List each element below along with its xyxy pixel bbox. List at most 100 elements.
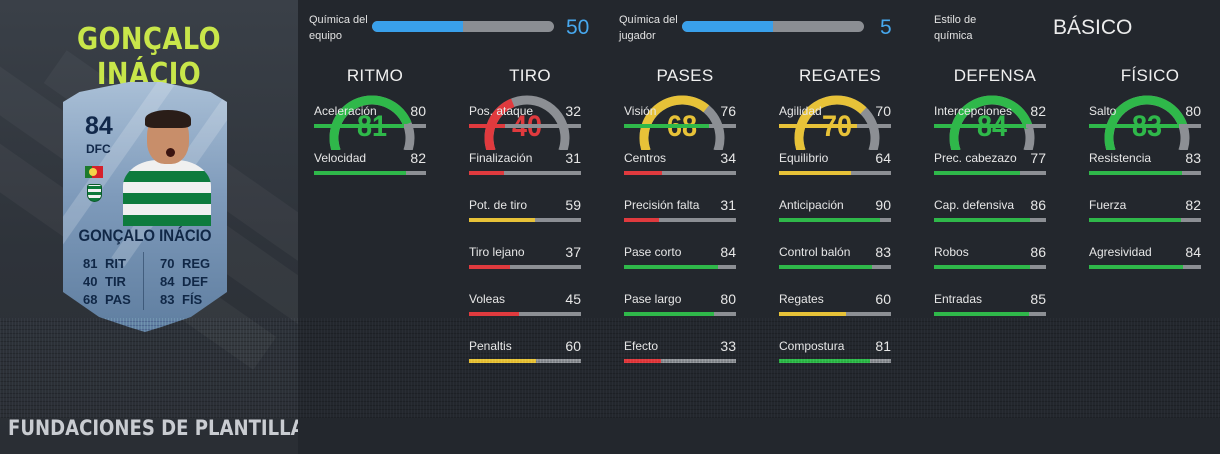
sub-attribute-row: Visión 76 <box>624 103 736 134</box>
sub-attribute-row: Robos 86 <box>934 244 1046 275</box>
sub-attribute-bar <box>779 171 891 175</box>
sub-attribute-row: Efecto 33 <box>624 338 736 369</box>
sub-attribute-row: Entradas 85 <box>934 291 1046 322</box>
sub-attribute-name: Pase corto <box>624 245 682 259</box>
attribute-column-3: REGATES 70 Agilidad 70 Equilibrio 64 Anticipac… <box>775 62 905 454</box>
sub-attribute-bar <box>779 359 891 363</box>
team-chemistry-fill <box>372 21 463 32</box>
sub-attribute-bar-fill <box>469 171 504 175</box>
sub-attribute-name: Fuerza <box>1089 198 1127 212</box>
gauge-fill <box>794 95 867 150</box>
sub-attribute-name: Entradas <box>934 292 983 306</box>
attribute-column-title: FÍSICO <box>1120 66 1180 85</box>
gauge-fill <box>949 95 1034 150</box>
sub-attribute-bar-fill <box>469 218 536 222</box>
sub-attribute-row: Fuerza 82 <box>1089 197 1201 228</box>
sub-attribute-bar <box>624 218 736 222</box>
club-crest-icon <box>87 184 102 202</box>
sub-attribute-bar <box>314 171 426 175</box>
gauge-fill <box>329 95 412 150</box>
sub-attribute-name: Velocidad <box>314 151 367 165</box>
sub-attribute-bar-fill <box>624 265 719 269</box>
sub-attribute-bar-fill <box>469 124 505 128</box>
sub-attribute-value: 60 <box>875 291 891 307</box>
sub-attribute-value: 90 <box>875 197 891 213</box>
portugal-flag-icon <box>85 166 103 178</box>
attribute-column-0: RITMO 81 Aceleración 80 Velocidad 82 <box>310 62 440 454</box>
sub-attribute-bar <box>779 218 891 222</box>
player-chemistry-value: 5 <box>880 16 892 39</box>
sub-attribute-name: Equilibrio <box>779 151 829 165</box>
sub-attribute-bar-fill <box>314 124 404 128</box>
sub-attribute-name: Visión <box>624 104 657 118</box>
attribute-gauge <box>1104 95 1190 150</box>
sub-attribute-row: Salto 80 <box>1089 103 1201 134</box>
sub-attribute-value: 86 <box>1030 244 1046 260</box>
attribute-column-2: PASES 68 Visión 76 Centros 34 Precisión falta 3… <box>620 62 750 454</box>
sub-attribute-value: 70 <box>875 103 891 119</box>
player-card[interactable]: 84 DFC GONÇALO INÁCIO 81 RIT 40 TIR 68 PAS … <box>63 82 227 332</box>
attribute-column-4: DEFENSA 84 Intercepciones 82 Prec. cabezazo 7… <box>930 62 1060 454</box>
card-stat: 83 FÍS <box>160 292 203 307</box>
card-rating: 84 <box>85 112 113 140</box>
sub-attribute-row: Pase largo 80 <box>624 291 736 322</box>
sub-attribute-bar <box>469 218 581 222</box>
sub-attribute-bar <box>779 312 891 316</box>
card-stat: 40 TIR <box>83 274 126 289</box>
attribute-column-1: TIRO 40 Pos. ataque 32 Finalización 31 Pot. de… <box>465 62 595 454</box>
sub-attribute-value: 34 <box>720 150 736 166</box>
sub-attribute-value: 37 <box>565 244 581 260</box>
sub-attribute-value: 84 <box>1185 244 1201 260</box>
sub-attribute-name: Compostura <box>779 339 845 353</box>
sub-attribute-bar-fill <box>469 265 511 269</box>
card-player-name: GONÇALO INÁCIO <box>78 226 212 245</box>
sub-attribute-name: Pase largo <box>624 292 682 306</box>
sub-attribute-bar-fill <box>934 171 1021 175</box>
sub-attribute-name: Intercepciones <box>934 104 1013 118</box>
sub-attribute-name: Finalización <box>469 151 533 165</box>
sub-attribute-row: Pot. de tiro 59 <box>469 197 581 228</box>
sub-attribute-bar <box>934 171 1046 175</box>
attribute-gauge <box>949 95 1035 150</box>
gauge-fill <box>484 98 515 150</box>
player-mouth <box>166 148 175 157</box>
sub-attribute-bar-fill <box>934 218 1031 222</box>
sub-attribute-value: 76 <box>720 103 736 119</box>
sub-attribute-value: 33 <box>720 338 736 354</box>
sub-attribute-bar <box>779 124 891 128</box>
sub-attribute-row: Intercepciones 82 <box>934 103 1046 134</box>
sub-attribute-value: 80 <box>1185 103 1201 119</box>
sub-attribute-bar-fill <box>934 124 1026 128</box>
attribute-gauge <box>639 95 725 150</box>
sub-attribute-value: 84 <box>720 244 736 260</box>
sub-attribute-name: Agilidad <box>779 104 822 118</box>
sub-attribute-row: Regates 60 <box>779 291 891 322</box>
sub-attribute-row: Centros 34 <box>624 150 736 181</box>
sub-attribute-bar-fill <box>934 312 1030 316</box>
player-chemistry-fill <box>682 21 773 32</box>
sub-attribute-bar-fill <box>1089 124 1179 128</box>
attribute-column-title: RITMO <box>346 66 404 85</box>
sub-attribute-row: Tiro lejano 37 <box>469 244 581 275</box>
sub-attribute-value: 82 <box>410 150 426 166</box>
sub-attribute-name: Robos <box>934 245 969 259</box>
sub-attribute-bar <box>469 124 581 128</box>
sub-attribute-name: Pos. ataque <box>469 104 534 118</box>
sub-attribute-name: Regates <box>779 292 824 306</box>
sub-attribute-row: Anticipación 90 <box>779 197 891 228</box>
squad-foundations-title: FUNDACIONES DE PLANTILLA <box>8 416 298 440</box>
chemistry-style-value[interactable]: BÁSICO <box>1053 16 1133 39</box>
sub-attribute-value: 82 <box>1185 197 1201 213</box>
sub-attribute-name: Cap. defensiva <box>934 198 1015 212</box>
sub-attribute-bar-fill <box>779 218 880 222</box>
player-hair <box>145 110 191 128</box>
attribute-gauge <box>484 95 570 150</box>
sub-attribute-name: Salto <box>1089 104 1117 118</box>
sub-attribute-row: Velocidad 82 <box>314 150 426 181</box>
sub-attribute-bar <box>1089 124 1201 128</box>
player-photo <box>119 110 211 226</box>
sub-attribute-row: Compostura 81 <box>779 338 891 369</box>
attribute-column-title: PASES <box>656 66 714 85</box>
sub-attribute-value: 31 <box>565 150 581 166</box>
sub-attribute-name: Efecto <box>624 339 659 353</box>
